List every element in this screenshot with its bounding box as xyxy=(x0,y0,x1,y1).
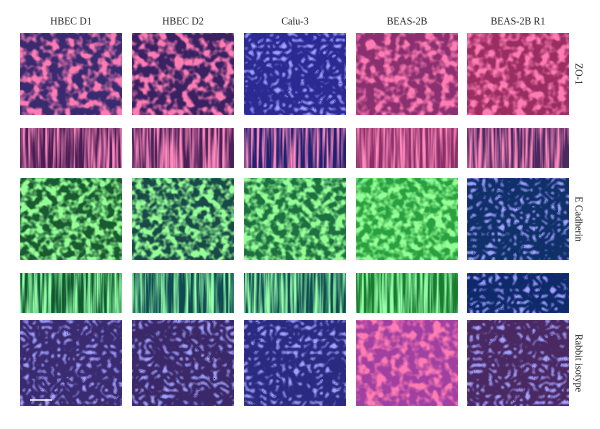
micrograph-texture xyxy=(20,178,122,260)
micrograph-texture xyxy=(467,320,569,406)
micrograph-texture xyxy=(132,320,234,406)
micrograph-texture xyxy=(20,320,122,406)
row-label: E Cadherin xyxy=(573,196,584,241)
micrograph-texture xyxy=(132,273,234,313)
micrograph-texture xyxy=(20,273,122,313)
micrograph-texture xyxy=(356,320,458,406)
row-label: Rabbit isotype xyxy=(573,334,584,393)
micrograph-texture xyxy=(20,33,122,115)
micrograph-texture xyxy=(244,320,346,406)
micrograph-texture xyxy=(244,178,346,260)
micrograph-texture xyxy=(467,273,569,313)
micrograph-texture xyxy=(356,273,458,313)
micrograph-texture xyxy=(244,33,346,115)
micrograph-texture xyxy=(467,178,569,260)
micrograph-texture xyxy=(244,273,346,313)
micrograph-texture xyxy=(356,178,458,260)
column-header: BEAS-2B R1 xyxy=(491,16,546,27)
column-header: BEAS-2B xyxy=(387,16,428,27)
micrograph-texture xyxy=(132,33,234,115)
micrograph-texture xyxy=(244,128,346,168)
column-header: Calu-3 xyxy=(281,16,308,27)
micrograph-texture xyxy=(132,128,234,168)
micrograph-texture xyxy=(467,33,569,115)
column-header: HBEC D2 xyxy=(162,16,203,27)
panel-grid xyxy=(20,33,569,406)
micrograph-texture xyxy=(356,33,458,115)
micrograph-texture xyxy=(356,128,458,168)
row-label: ZO-1 xyxy=(573,63,584,85)
micrograph-texture xyxy=(20,128,122,168)
column-header: HBEC D1 xyxy=(50,16,91,27)
micrograph-texture xyxy=(467,128,569,168)
micrograph-texture xyxy=(132,178,234,260)
